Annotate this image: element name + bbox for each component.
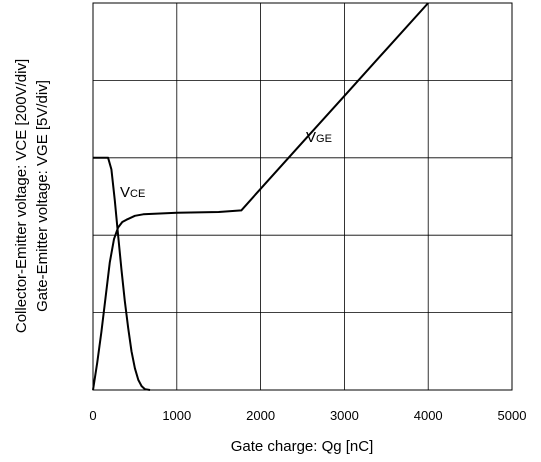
x-tick-label: 0 [89,408,96,423]
chart-grid [93,3,512,390]
series-label-vge: VGE [306,129,332,146]
y-axis-title-vge: Gate-Emitter voltage: VGE [5V/div] [34,80,51,312]
x-tick-label: 2000 [246,408,275,423]
x-tick-label: 4000 [414,408,443,423]
x-tick-label: 3000 [330,408,359,423]
x-tick-label: 1000 [162,408,191,423]
series-label-vce: VCE [120,184,145,201]
series-line-vce [93,156,151,391]
x-axis-title: Gate charge: Qg [nC] [231,438,374,455]
series-line-vge [92,2,429,391]
plot-frame [92,2,513,391]
x-tick-labels: 0 1000 2000 3000 4000 5000 [89,408,526,423]
series-lines [92,2,429,391]
x-tick-label: 5000 [498,408,527,423]
y-axis-title-vce: Collector-Emitter voltage: VCE [200V/div… [13,59,30,333]
